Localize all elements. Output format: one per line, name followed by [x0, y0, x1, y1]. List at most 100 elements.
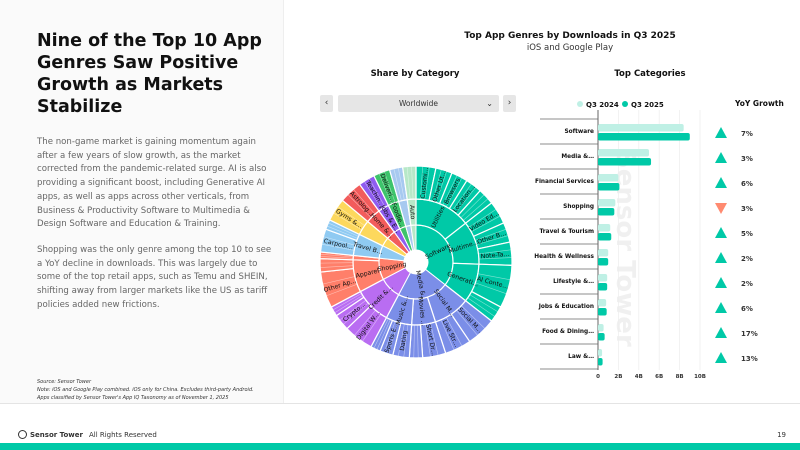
chart-subtitle: iOS and Google Play — [526, 43, 614, 53]
note-text: Note: iOS and Google Play combined. iOS … — [37, 387, 254, 393]
category-label: Health & Wellness — [534, 254, 594, 260]
x-tick-label: 4B — [635, 374, 643, 380]
bar-q3-2025 — [598, 358, 603, 366]
triangle-up-icon — [715, 277, 727, 288]
chart-title: Top App Genres by Downloads in Q3 2025 — [464, 31, 676, 41]
bar-q3-2025 — [598, 133, 690, 141]
sunburst-divider — [455, 186, 477, 213]
sunburst-divider — [320, 253, 354, 258]
sunburst-divider — [321, 243, 355, 251]
triangle-up-icon — [715, 252, 727, 263]
sunburst-divider — [363, 181, 383, 210]
sunburst-divider — [411, 166, 414, 200]
sunburst-divider — [333, 212, 362, 231]
note-text: Apps classified by Sensor Tower's App IQ… — [37, 395, 229, 401]
sunburst-chart[interactable]: Customi… Other Ut…BrowsersLocation…Utilit… — [316, 160, 516, 364]
sunburst-divider — [475, 282, 507, 295]
bar-q3-2025 — [598, 208, 615, 216]
sunburst-divider — [376, 319, 391, 350]
body-paragraph: Shopping was the only genre among the to… — [37, 245, 272, 310]
sunburst-divider — [397, 323, 405, 357]
bar-chart-title: Top Categories — [614, 69, 686, 79]
sunburst-divider — [478, 249, 512, 255]
sunburst-title: Share by Category — [370, 69, 460, 79]
yoy-value: 2% — [741, 255, 753, 263]
triangle-up-icon — [715, 127, 727, 138]
triangle-up-icon — [715, 177, 727, 188]
region-select[interactable]: Worldwide ⌄ — [338, 95, 499, 112]
sunburst-label: Dating — [399, 330, 409, 351]
bar-q3-2024 — [598, 324, 604, 332]
sunburst-divider — [328, 222, 359, 237]
region-value: Worldwide — [398, 99, 439, 108]
sunburst-divider — [430, 323, 439, 356]
left-panel: Nine of the Top 10 App Genres Saw Positi… — [0, 0, 284, 403]
bar-q3-2024 — [598, 174, 619, 182]
source-notes: Source: Sensor Tower Note: iOS and Googl… — [37, 378, 254, 402]
bar-q3-2024 — [598, 124, 684, 132]
sunburst-divider — [413, 324, 415, 358]
triangle-up-icon — [715, 227, 727, 238]
next-region-button[interactable]: › — [503, 95, 516, 112]
sunburst-divider — [347, 194, 372, 218]
sunburst-divider — [445, 317, 463, 347]
sunburst-divider — [435, 170, 448, 203]
sunburst-divider — [468, 208, 497, 228]
sunburst-divider — [368, 178, 386, 208]
bar-q3-2025 — [598, 308, 607, 316]
x-tick-label: 0 — [596, 374, 600, 380]
sunburst-divider — [477, 273, 511, 281]
sunburst-divider — [332, 293, 362, 311]
sunburst-divider — [432, 169, 442, 202]
yoy-value: 13% — [741, 355, 758, 363]
sunburst-divider — [373, 318, 389, 349]
bar-q3-2025 — [598, 258, 609, 266]
triangle-up-icon — [715, 152, 727, 163]
yoy-value: 2% — [741, 280, 753, 288]
sunburst-label: Note-Ta… — [480, 251, 510, 261]
category-label: Financial Services — [535, 179, 595, 185]
prev-region-button[interactable]: ‹ — [320, 95, 333, 112]
sunburst-divider — [476, 235, 509, 245]
bar-q3-2024 — [598, 299, 607, 307]
triangle-up-icon — [715, 327, 727, 338]
category-label: Travel & Tourism — [539, 229, 594, 235]
accent-bar — [0, 443, 800, 450]
sunburst-divider — [354, 310, 376, 336]
bar-q3-2025 — [598, 158, 652, 166]
category-label: Lifestyle &… — [553, 279, 594, 285]
x-tick-label: 2B — [614, 374, 622, 380]
sunburst-divider — [471, 215, 501, 233]
x-tick-label: 6B — [655, 374, 663, 380]
yoy-value: 6% — [741, 305, 753, 313]
sunburst-divider — [326, 225, 358, 239]
sunburst-divider — [460, 194, 485, 218]
sunburst-divider — [403, 324, 409, 358]
yoy-value: 3% — [741, 205, 753, 213]
category-label: Food & Dining… — [542, 329, 594, 335]
footer: Sensor Tower All Rights Reserved — [18, 430, 157, 439]
sunburst-divider — [353, 188, 376, 215]
triangle-up-icon — [715, 302, 727, 313]
sunburst-divider — [445, 177, 463, 207]
logo-icon — [18, 430, 27, 439]
sunburst-label: Movies … — [416, 297, 427, 327]
bar-q3-2024 — [598, 224, 611, 232]
sunburst-divider — [383, 321, 396, 353]
bar-q3-2024 — [598, 149, 649, 157]
bar-q3-2025 — [598, 333, 605, 341]
yoy-value: 7% — [741, 130, 753, 138]
bar-q3-2025 — [598, 183, 620, 191]
x-tick-label: 10B — [694, 374, 706, 380]
sensor-tower-logo: Sensor Tower — [18, 430, 83, 439]
sunburst-divider — [378, 173, 392, 204]
triangle-down-icon — [715, 203, 727, 214]
yoy-value: 17% — [741, 330, 758, 338]
sunburst-divider — [320, 265, 354, 268]
bar-q3-2025 — [598, 233, 612, 241]
rights-text: All Rights Reserved — [88, 430, 157, 439]
sunburst-divider — [320, 256, 354, 259]
sunburst-divider — [326, 283, 358, 297]
page-number: 19 — [777, 431, 786, 439]
category-label: Jobs & Education — [538, 304, 594, 310]
